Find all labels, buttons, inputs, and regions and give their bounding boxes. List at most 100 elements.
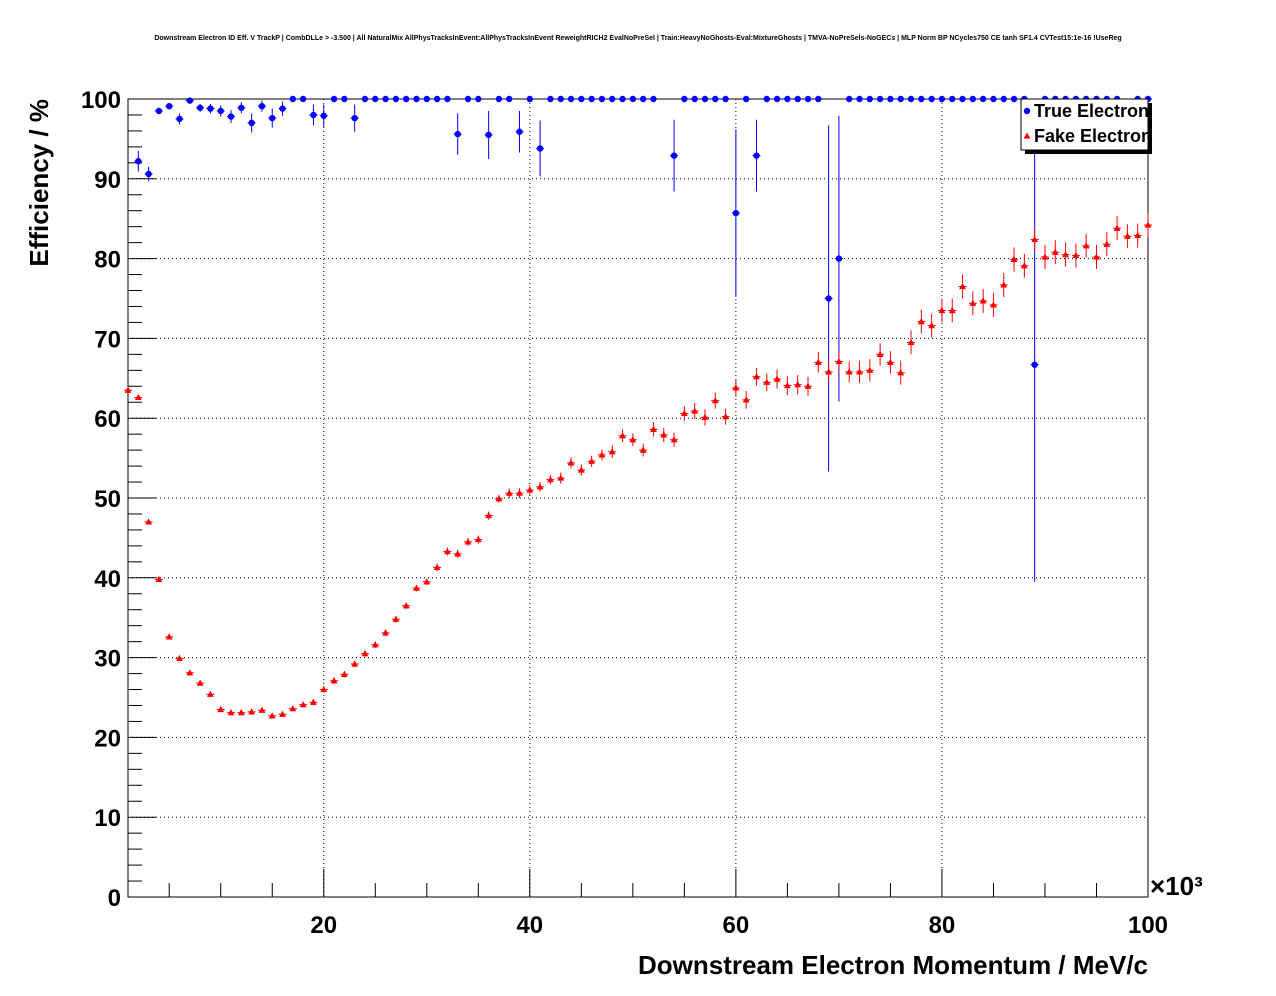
y-tick-label: 90 [94,167,121,194]
data-point [680,409,688,417]
data-point [310,698,317,705]
data-point [856,95,863,103]
x-tick-label: 100 [1128,912,1168,939]
data-point [598,95,606,103]
data-point [547,476,554,483]
data-point [609,95,616,103]
data-point [506,95,513,103]
data-point [1010,95,1018,103]
data-point [917,318,925,325]
data-point [650,425,657,432]
data-point [454,550,462,557]
data-point [547,95,554,103]
y-tick-label: 20 [94,725,121,752]
x-tick-label: 20 [310,912,337,939]
data-point [258,102,266,110]
data-point [526,486,534,493]
data-point [299,95,307,103]
data-point [1082,242,1090,249]
data-point [1051,248,1059,255]
data-point [629,95,637,103]
data-point [1010,255,1018,262]
data-point [990,95,997,103]
data-point [949,95,956,103]
data-point [567,459,575,466]
data-point [1041,253,1049,260]
data-point [341,95,348,103]
x-axis-exponent: ×10³ [1150,871,1203,901]
data-point [217,107,224,115]
data-point [279,105,286,112]
data-point [773,95,781,103]
data-point [1020,262,1028,269]
data-point [948,306,956,314]
data-point [969,299,977,306]
data-point [1093,253,1100,260]
data-point [598,451,606,458]
data-point [176,654,183,661]
data-point [722,95,729,103]
data-point [629,436,637,443]
data-point [207,690,214,697]
data-point [1072,251,1080,259]
data-point [454,130,461,138]
data-point [475,95,482,103]
data-point [1103,240,1111,247]
data-point [567,95,575,103]
data-point [897,95,904,103]
data-point [372,95,379,103]
data-point [351,660,359,667]
data-point [340,670,348,677]
data-point [464,95,472,103]
data-point [392,95,400,103]
data-point [485,131,492,139]
data-point [155,575,163,582]
x-tick-label: 60 [723,912,750,939]
data-point [258,706,266,713]
data-point [1031,235,1039,243]
legend-marker [1023,132,1031,139]
data-point [1123,232,1131,239]
data-point [196,679,204,686]
data-point [907,95,915,103]
data-point [711,397,719,404]
data-point [578,95,585,103]
data-point [866,95,874,103]
data-point [577,466,585,473]
y-tick-label: 40 [94,566,121,593]
data-point [1062,251,1069,258]
legend: True Electron Fake Electron [1020,98,1152,154]
data-point [608,448,616,455]
y-tick-label: 50 [94,486,121,513]
data-point [866,366,874,373]
data-point [753,152,760,159]
data-point [856,368,863,375]
data-point [619,95,626,103]
grid-lines [128,99,1148,897]
data-point [763,95,770,103]
data-point [732,384,740,391]
data-point [938,95,946,103]
data-point [134,393,142,401]
data-point [289,95,297,103]
data-point [588,95,595,103]
data-point [433,563,441,571]
data-point [474,535,482,543]
data-point [557,474,565,481]
data-point [330,95,338,103]
data-point [516,128,523,135]
data-point [846,95,853,103]
data-point [876,350,884,357]
data-point [413,95,420,103]
data-point [918,95,925,103]
data-point [443,547,451,555]
data-point [732,209,740,217]
data-point [990,301,997,308]
y-tick-label: 60 [94,406,121,433]
data-point [670,436,678,443]
data-point [145,170,152,178]
x-tick-label: 40 [516,912,543,939]
data-point [712,95,719,103]
data-point [320,112,327,119]
